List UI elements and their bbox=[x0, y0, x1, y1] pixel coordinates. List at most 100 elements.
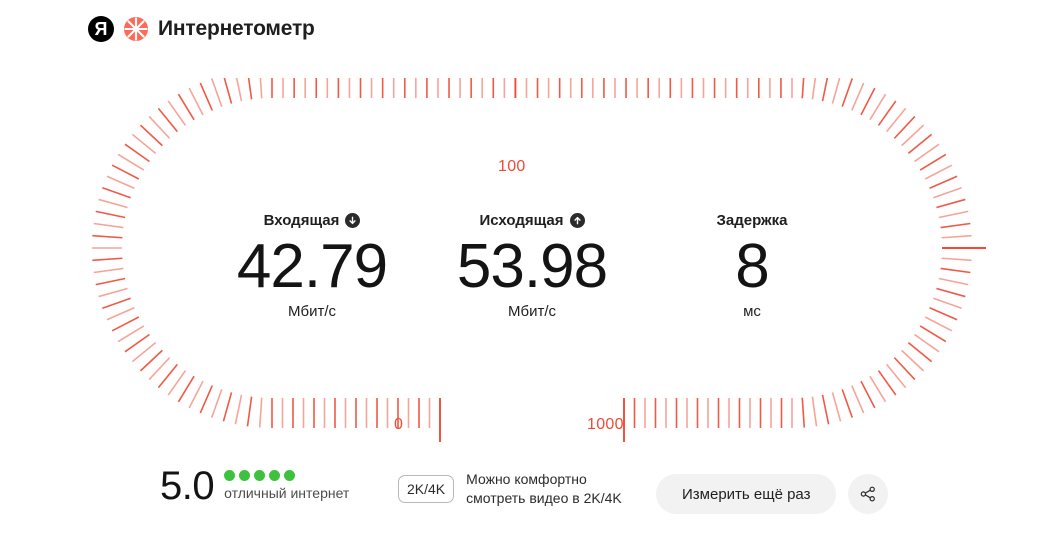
gauge-tick bbox=[907, 342, 933, 363]
gauge-tick bbox=[117, 153, 145, 171]
gauge-tick bbox=[933, 186, 962, 199]
gauge-tick bbox=[901, 349, 925, 372]
gauge-label-0: 0 bbox=[394, 416, 404, 433]
gauge-tick bbox=[157, 107, 178, 133]
gauge-tick bbox=[940, 222, 971, 229]
gauge-tick bbox=[95, 210, 126, 219]
gauge-tick-group bbox=[92, 78, 986, 442]
footer-actions: Измерить ещё раз bbox=[656, 474, 889, 514]
gauge-tick bbox=[938, 277, 969, 286]
gauge-tick bbox=[941, 234, 972, 239]
gauge-tick bbox=[124, 333, 150, 353]
gauge-label-1000: 1000 bbox=[587, 416, 624, 433]
gauge-tick bbox=[811, 396, 818, 427]
gauge-tick bbox=[223, 78, 233, 104]
gauge-tick bbox=[893, 115, 916, 139]
gauge-tick bbox=[95, 277, 126, 286]
metric-upload-unit: Мбит/с bbox=[507, 303, 556, 321]
gauge-tick bbox=[907, 133, 933, 154]
gauge-tick bbox=[936, 198, 966, 209]
gauge-tick bbox=[131, 133, 157, 154]
gauge-tick bbox=[851, 82, 865, 111]
gauge-tick bbox=[148, 115, 171, 139]
gauge-tick bbox=[893, 357, 916, 381]
speed-gauge: 100 0 1000 bbox=[0, 78, 1064, 453]
gauge-tick bbox=[929, 307, 958, 321]
gauge-tick bbox=[93, 267, 124, 274]
gauge-tick bbox=[924, 164, 953, 180]
gauge-tick bbox=[924, 316, 953, 332]
share-button[interactable] bbox=[848, 474, 889, 514]
gauge-tick bbox=[98, 198, 128, 209]
metric-latency-header: Задержка bbox=[642, 210, 862, 230]
gauge-tick bbox=[886, 107, 907, 133]
rating-dot bbox=[269, 470, 281, 481]
gauge-tick bbox=[831, 392, 842, 422]
quality-badge: 2K/4K bbox=[398, 474, 455, 503]
gauge-tick bbox=[234, 394, 243, 425]
gauge-tick bbox=[860, 87, 876, 116]
metric-latency-value: 8 bbox=[735, 232, 769, 301]
gauge-tick bbox=[139, 124, 163, 147]
measure-again-button[interactable]: Измерить ещё раз bbox=[656, 474, 837, 514]
gauge-tick bbox=[933, 297, 962, 310]
metric-upload-header: Исходящая bbox=[422, 210, 642, 230]
gauge-tick bbox=[111, 164, 140, 180]
gauge-tick bbox=[93, 222, 124, 229]
rating-score: 5.0 bbox=[160, 464, 215, 508]
gauge-tick bbox=[919, 325, 947, 343]
metric-upload-value: 53.98 bbox=[456, 232, 608, 301]
gauge-tick bbox=[117, 325, 145, 343]
gauge-tick bbox=[111, 316, 140, 332]
metric-download-label: Входящая bbox=[263, 211, 340, 229]
gauge-tick bbox=[98, 287, 128, 298]
gauge-tick bbox=[940, 267, 971, 274]
gauge-tick bbox=[177, 375, 195, 403]
rating-block: 5.0 отличный интернет bbox=[160, 466, 349, 506]
gauge-tick bbox=[941, 257, 972, 262]
metric-download: Входящая 42.79 Мбит/с bbox=[202, 210, 422, 321]
rating-dot bbox=[284, 470, 296, 481]
gauge-label-100: 100 bbox=[498, 158, 526, 175]
yandex-logo-icon[interactable]: Я bbox=[88, 16, 114, 42]
metric-download-value: 42.79 bbox=[236, 232, 388, 301]
gauge-tick bbox=[919, 153, 947, 171]
gauge-tick bbox=[860, 380, 876, 409]
gauge-tick bbox=[929, 175, 958, 189]
rating-dot bbox=[239, 470, 251, 481]
gauge-tick bbox=[869, 93, 887, 121]
gauge-tick bbox=[259, 78, 263, 99]
gauge-tick bbox=[148, 357, 171, 381]
metric-latency: Задержка 8 мс bbox=[642, 210, 862, 321]
gauge-tick bbox=[210, 78, 223, 107]
metric-latency-label: Задержка bbox=[716, 211, 788, 229]
quality-line-2: смотреть видео в 2K/4K bbox=[466, 489, 622, 506]
arrow-up-icon bbox=[569, 212, 585, 228]
gauge-tick bbox=[811, 78, 817, 100]
quality-line-1: Можно комфортно bbox=[466, 471, 587, 487]
gauge-tick bbox=[831, 78, 841, 104]
rating-text: отличный интернет bbox=[224, 485, 350, 501]
gauge-tick bbox=[886, 363, 907, 389]
gauge-tick bbox=[124, 143, 150, 163]
arrow-down-icon bbox=[345, 212, 361, 228]
metric-upload-label: Исходящая bbox=[479, 211, 564, 229]
gauge-tick bbox=[801, 397, 806, 428]
share-icon bbox=[859, 485, 877, 503]
gauge-tick bbox=[199, 385, 213, 414]
gauge-tick bbox=[188, 380, 204, 409]
gauge-tick bbox=[851, 385, 865, 414]
gauge-tick bbox=[869, 375, 887, 403]
page-header: Я Интернетометр bbox=[88, 12, 315, 46]
gauge-tick bbox=[258, 397, 263, 428]
metrics-row: Входящая 42.79 Мбит/с Исходящая 53.98 Мб… bbox=[0, 210, 1064, 321]
footer-bar: 5.0 отличный интернет 2K/4K Можно комфор… bbox=[0, 462, 1064, 532]
gauge-tick bbox=[106, 175, 135, 189]
metric-download-header: Входящая bbox=[202, 210, 422, 230]
yandex-flower-icon[interactable] bbox=[123, 16, 149, 42]
gauge-tick bbox=[821, 394, 830, 425]
gauge-tick bbox=[914, 143, 940, 163]
rating-dot bbox=[254, 470, 266, 481]
gauge-tick bbox=[247, 78, 253, 100]
gauge-tick bbox=[821, 78, 829, 102]
